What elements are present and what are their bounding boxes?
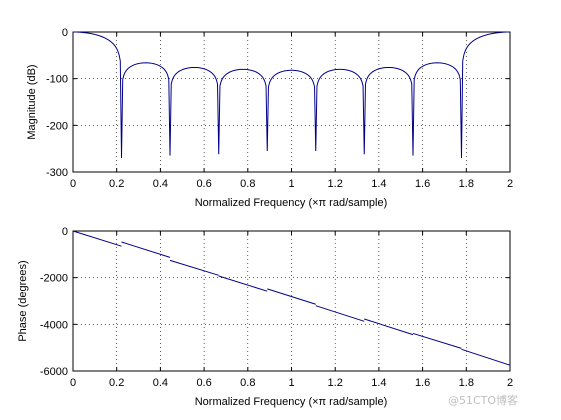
magnitude-axes: 0 0.2 0.4 0.6 0.8 1 1.2 1.4 1.6 1.8 2 0 -100 -200 -300… [26,27,513,209]
phase-response-segment [412,332,462,349]
phase-x-tick-label: 1.6 [415,377,430,389]
phase-y-tick-label: -4000 [40,319,68,331]
watermark: @51CTO博客 [448,393,518,407]
phase-x-tick-label: 0.4 [153,377,168,389]
magnitude-x-tick-label: 0.2 [109,178,124,190]
magnitude-y-axis-label: Magnitude (dB) [26,64,38,139]
phase-x-tick-label: 1 [288,377,294,389]
phase-y-axis-label: Phase (degrees) [17,260,29,341]
phase-x-tick-label: 0.2 [109,377,124,389]
phase-x-tick-label: 1.2 [328,377,343,389]
magnitude-series [72,31,511,159]
phase-x-tick-label: 0 [70,377,76,389]
magnitude-x-tick-label: 1.2 [328,178,343,190]
magnitude-response-line [72,31,511,159]
magnitude-y-tick-label: 0 [62,27,68,39]
phase-x-tick-label: 1.4 [371,377,386,389]
phase-ticks: 0 0.2 0.4 0.6 0.8 1 1.2 1.4 1.6 1.8 2 0 -2000 -4000 -6… [40,226,513,389]
phase-response-segment [364,318,414,336]
magnitude-y-tick-label: -200 [46,120,68,132]
magnitude-grid [73,32,510,172]
phase-series [72,230,511,366]
phase-x-tick-label: 0.8 [240,377,255,389]
magnitude-x-tick-label: 1 [288,178,294,190]
magnitude-ticks: 0 0.2 0.4 0.6 0.8 1 1.2 1.4 1.6 1.8 2 0 -100 -200 -300 [46,27,513,190]
magnitude-x-tick-label: 0.8 [240,178,255,190]
phase-response-segment [72,230,122,247]
magnitude-x-tick-label: 1.8 [459,178,474,190]
phase-response-segment [169,259,219,276]
magnitude-x-axis-label: Normalized Frequency (×π rad/sample) [195,197,388,209]
phase-response-segment [461,348,511,366]
magnitude-x-tick-label: 0.4 [153,178,168,190]
phase-x-axis-label: Normalized Frequency (×π rad/sample) [195,396,388,408]
phase-axes: 0 0.2 0.4 0.6 0.8 1 1.2 1.4 1.6 1.8 2 0 -2000 -4000 -6… [17,226,513,408]
phase-y-tick-label: -2000 [40,273,68,285]
magnitude-y-tick-label: -100 [46,74,68,86]
magnitude-x-tick-label: 1.6 [415,178,430,190]
magnitude-x-tick-label: 2 [507,178,513,190]
phase-response-segment [315,305,365,322]
phase-response-segment [267,288,316,305]
magnitude-x-tick-label: 0 [70,178,76,190]
phase-response-segment [218,275,268,292]
phase-grid [73,231,510,371]
phase-y-tick-label: -6000 [40,366,68,378]
magnitude-x-tick-label: 0.6 [196,178,211,190]
phase-x-tick-label: 1.8 [459,377,474,389]
magnitude-y-tick-label: -300 [46,167,68,179]
magnitude-x-tick-label: 1.4 [371,178,386,190]
phase-x-tick-label: 0.6 [196,377,211,389]
phase-response-segment [121,241,171,258]
phase-x-tick-label: 2 [507,377,513,389]
phase-y-tick-label: 0 [62,226,68,238]
